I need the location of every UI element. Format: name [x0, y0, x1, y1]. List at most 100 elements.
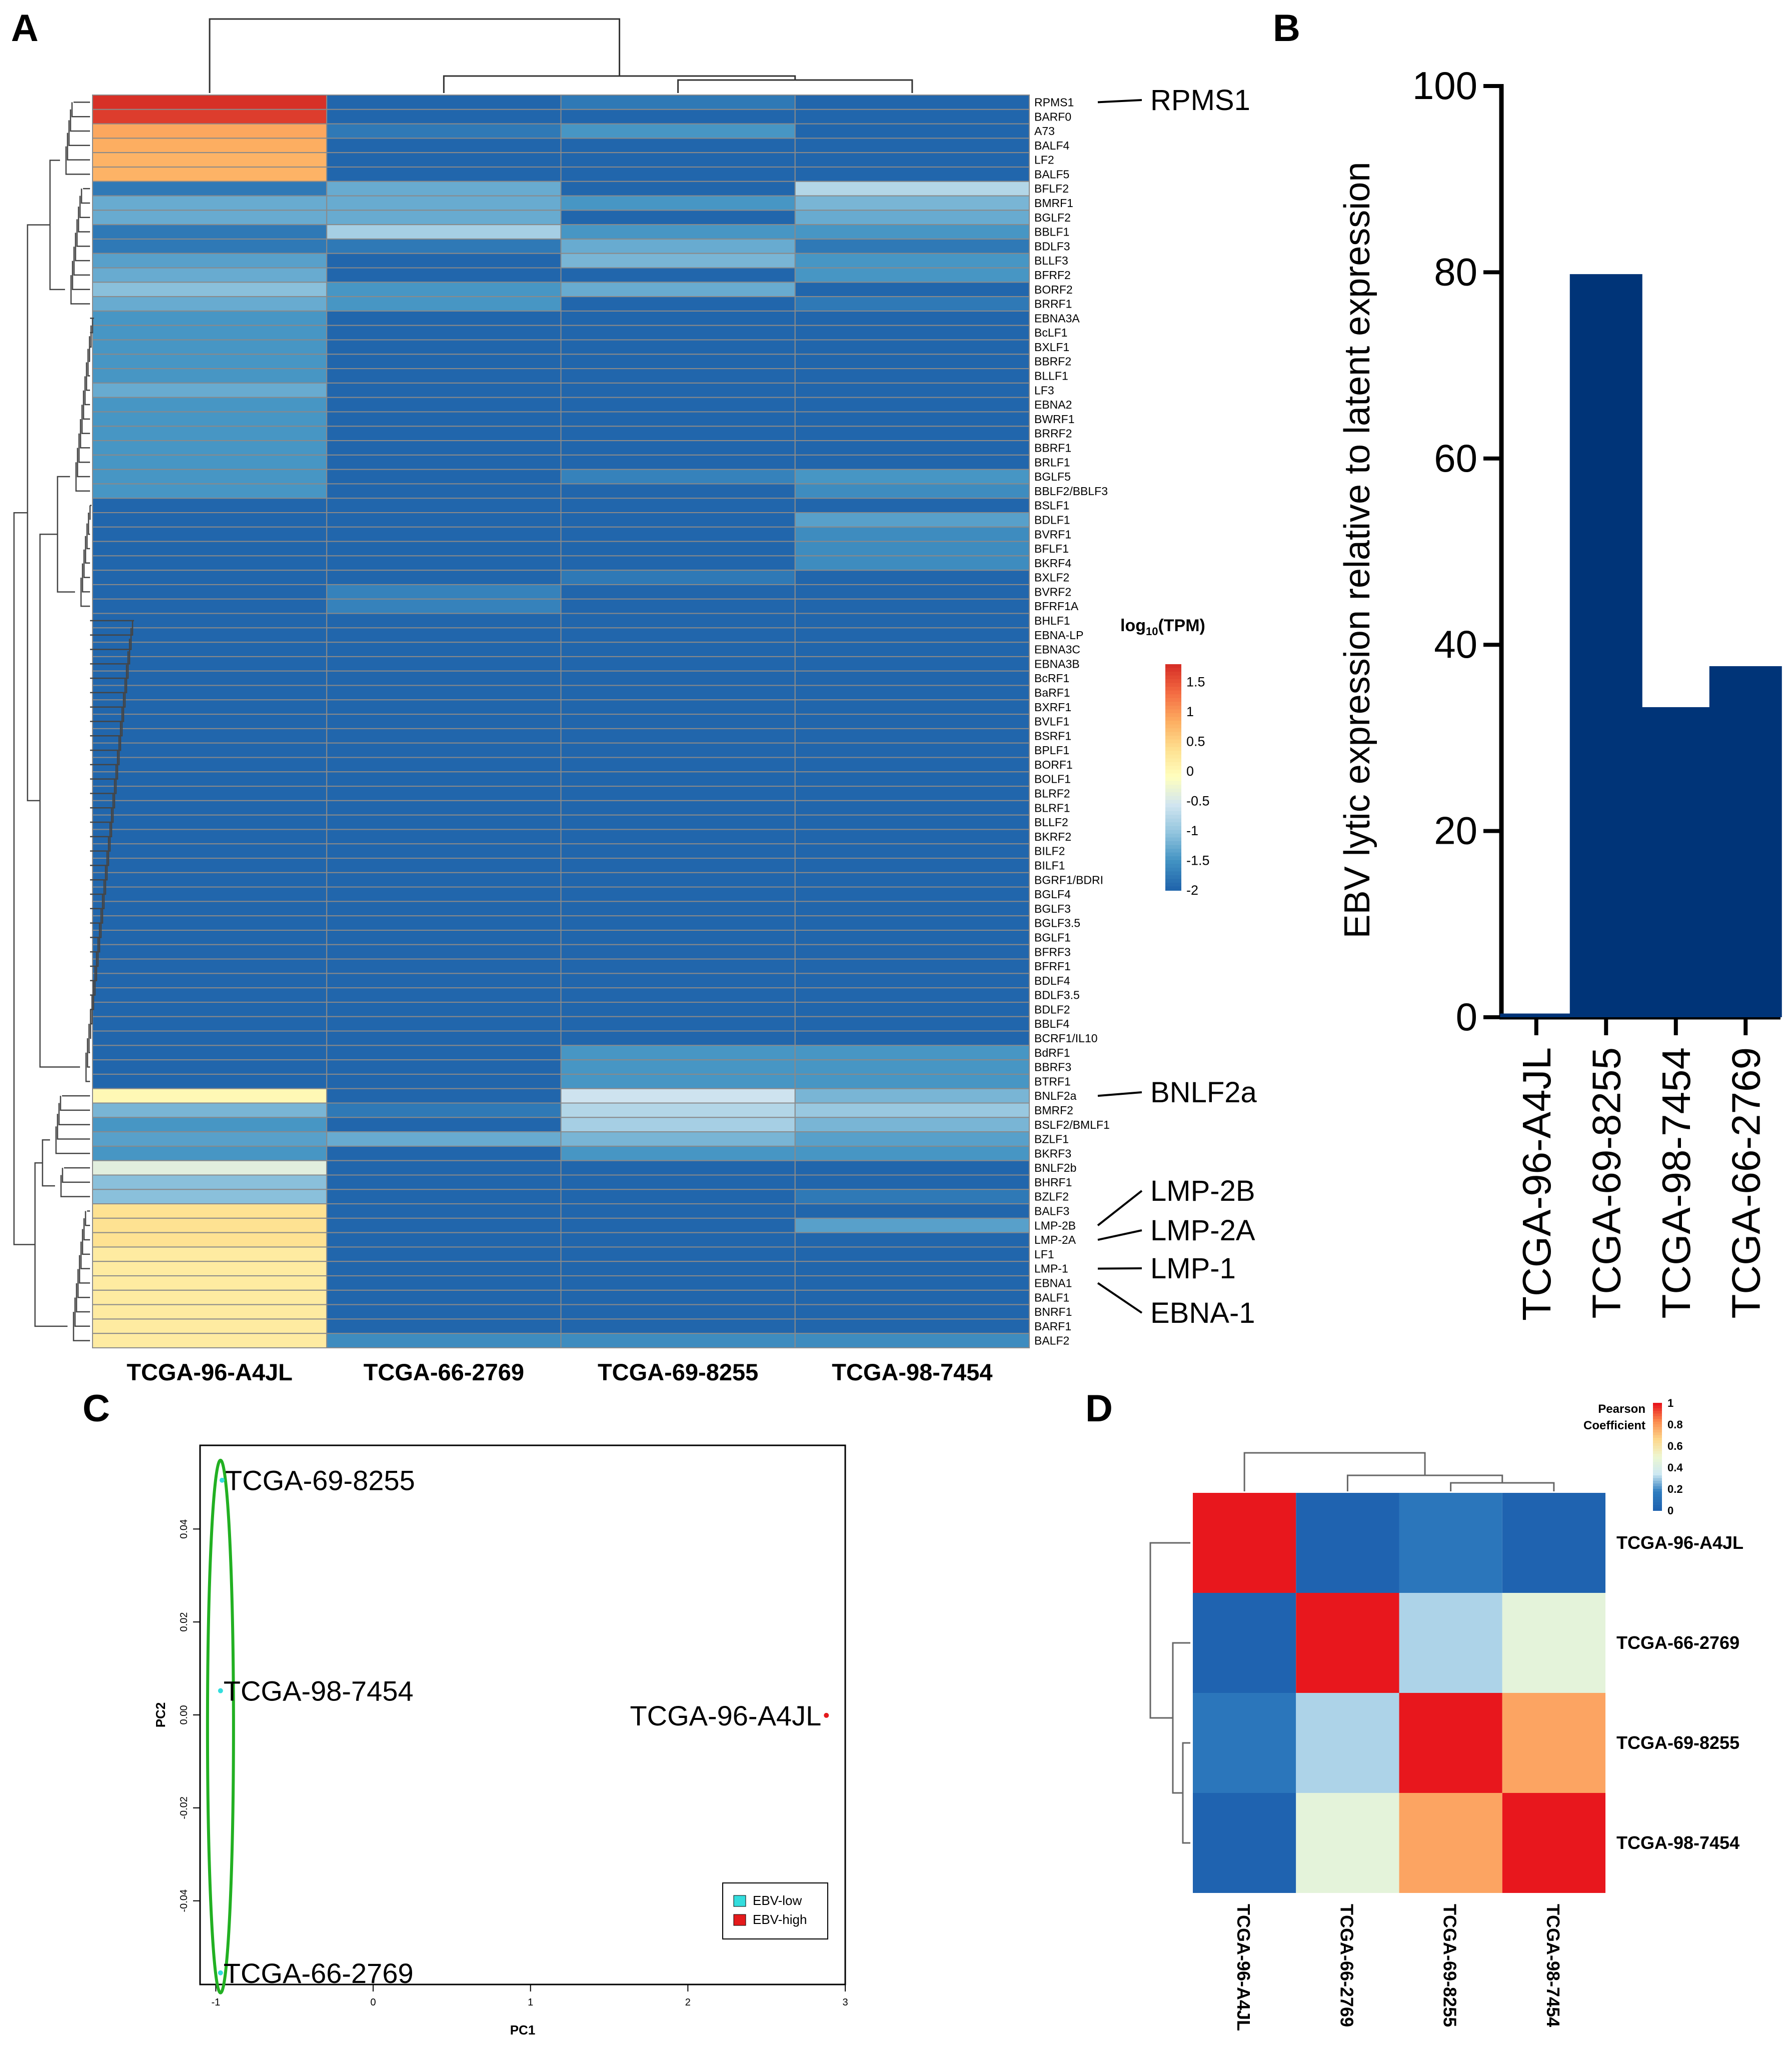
row-label: BFRF3	[1034, 945, 1071, 958]
heat-cell	[560, 728, 796, 744]
heat-cell	[92, 310, 328, 326]
heat-cell	[560, 512, 796, 528]
heat-cell	[92, 1102, 328, 1118]
legend-swatch	[1653, 1413, 1662, 1417]
row-label: EBNA3C	[1034, 643, 1080, 656]
corr-cell	[1296, 1693, 1399, 1793]
column-label: TCGA-98-7454	[1543, 1904, 1563, 2027]
row-dendrogram-branch	[57, 1114, 90, 1140]
row-label: BRRF2	[1034, 427, 1072, 440]
heat-cell	[326, 95, 562, 110]
heat-cell	[326, 181, 562, 197]
heat-cell	[326, 1289, 562, 1305]
heat-cell	[326, 1088, 562, 1104]
heat-cell	[560, 296, 796, 312]
row-label: BVLF1	[1034, 715, 1069, 728]
heat-cell	[560, 526, 796, 542]
heat-cell	[794, 152, 1030, 168]
heat-cell	[560, 267, 796, 283]
heat-cell	[560, 426, 796, 442]
heat-cell	[560, 742, 796, 758]
heat-cell	[92, 1088, 328, 1104]
heat-cell	[92, 224, 328, 240]
heat-cell	[92, 1059, 328, 1075]
y-axis-title: PC2	[153, 1702, 168, 1728]
legend-swatch	[1165, 721, 1181, 725]
heat-cell	[794, 757, 1030, 773]
heat-cell	[560, 757, 796, 773]
legend-swatch	[1165, 818, 1181, 823]
row-label: BARF0	[1034, 110, 1071, 123]
heat-cell	[326, 1232, 562, 1248]
heat-cell	[560, 1246, 796, 1262]
column-dendrogram-branch	[1243, 1452, 1426, 1491]
column-label: TCGA-96-A4JL	[1233, 1904, 1254, 2031]
legend-swatch	[1165, 705, 1181, 710]
heat-cell	[326, 670, 562, 686]
row-dendrogram-branch	[90, 980, 95, 1010]
heat-cell	[92, 930, 328, 945]
legend-swatch	[1165, 864, 1181, 868]
heat-cell	[794, 771, 1030, 787]
heat-cell	[560, 1073, 796, 1089]
row-label: BLRF1	[1034, 801, 1070, 814]
row-dendrogram-branch	[86, 523, 90, 550]
heat-cell	[794, 1102, 1030, 1118]
heat-cell	[326, 555, 562, 571]
heat-cell	[794, 1001, 1030, 1017]
heat-cell	[560, 1160, 796, 1176]
heat-cell	[560, 786, 796, 801]
heat-cell	[92, 454, 328, 470]
heat-cell	[560, 1117, 796, 1133]
heat-cell	[92, 1261, 328, 1277]
row-label: EBNA2	[1034, 398, 1072, 411]
row-label: BDLF1	[1034, 513, 1070, 526]
heat-cell	[794, 915, 1030, 931]
heat-cell	[326, 195, 562, 211]
heat-cell	[92, 512, 328, 528]
heat-cell	[92, 238, 328, 254]
legend-swatch	[1653, 1421, 1662, 1425]
row-dendrogram-branch	[81, 189, 90, 204]
point-label: TCGA-98-7454	[224, 1675, 414, 1707]
legend-swatch	[1165, 728, 1181, 733]
heat-cell	[560, 1189, 796, 1205]
legend-swatch	[1165, 743, 1181, 748]
heat-cell	[326, 584, 562, 600]
heat-cell	[560, 123, 796, 139]
heat-cell	[326, 382, 562, 398]
row-dendrogram-branch	[90, 808, 113, 838]
heat-cell	[794, 958, 1030, 974]
bar-chart-panel-b: 0 20 40 60 80 100 TCGA-96-A4JL TCGA-69-8255 TCGA…	[1337, 64, 1782, 1321]
row-label: BXLF1	[1034, 341, 1069, 354]
row-dendrogram-branch	[90, 865, 107, 895]
heat-cell	[794, 1160, 1030, 1176]
heat-cell	[560, 613, 796, 629]
heat-cell	[326, 454, 562, 470]
legend-tick-label: 1	[1186, 704, 1194, 719]
row-dendrogram-branch	[86, 362, 90, 391]
x-tick-label: TCGA-69-8255	[1584, 1047, 1628, 1318]
heat-cell	[560, 454, 796, 470]
heat-cell	[92, 1001, 328, 1017]
y-tick-label: 80	[1434, 250, 1477, 294]
heat-cell	[92, 685, 328, 701]
row-label: BDLF2	[1034, 1003, 1070, 1016]
heat-cell	[326, 944, 562, 960]
heat-cell	[92, 886, 328, 902]
heat-cell	[92, 267, 328, 283]
legend-swatch	[1653, 1427, 1662, 1430]
heat-cell	[326, 440, 562, 456]
heat-cell	[560, 886, 796, 902]
heat-cell	[326, 166, 562, 182]
heat-cell	[794, 1174, 1030, 1190]
legend-swatch	[1653, 1456, 1662, 1460]
heat-cell	[92, 95, 328, 110]
heat-cell	[326, 901, 562, 917]
row-label: BFLF1	[1034, 542, 1069, 555]
legend-swatch	[1653, 1416, 1662, 1420]
legend-title: Pearson	[1598, 1402, 1645, 1416]
legend-swatch	[1165, 852, 1181, 857]
legend-swatch	[733, 1914, 746, 1926]
heat-cell	[560, 1203, 796, 1219]
